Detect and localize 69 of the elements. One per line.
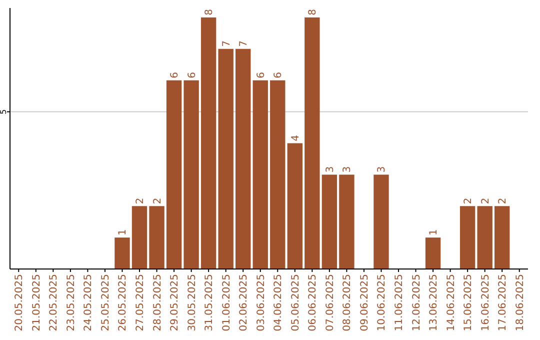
bar	[425, 238, 441, 269]
bar	[494, 206, 510, 269]
data-label: 3	[324, 166, 336, 173]
bar	[114, 238, 130, 269]
x-tick-label: 27.05.2025	[135, 274, 146, 332]
x-tick-label: 20.05.2025	[14, 274, 26, 332]
bar	[149, 206, 164, 269]
x-tick-label: 16.06.2025	[480, 274, 492, 332]
bar	[322, 174, 338, 269]
data-label: 6	[186, 72, 198, 78]
bar	[460, 206, 476, 269]
data-label: 3	[376, 166, 388, 173]
x-tick-label: 23.05.2025	[66, 274, 77, 332]
bar	[236, 48, 251, 269]
x-tick-label: 06.06.2025	[308, 274, 319, 332]
bar	[304, 17, 320, 269]
bar	[252, 80, 268, 269]
x-tick-label: 13.06.2025	[428, 274, 440, 332]
data-label: 2	[152, 198, 164, 204]
bar	[166, 80, 182, 269]
x-tick-label: 11.06.2025	[394, 274, 405, 332]
x-tick-label: 09.06.2025	[359, 274, 370, 332]
x-tick-label: 31.05.2025	[204, 274, 216, 332]
data-label: 2	[135, 198, 146, 204]
data-label: 3	[342, 166, 354, 173]
x-tick-label: 22.05.2025	[48, 274, 60, 332]
bar	[339, 174, 354, 269]
x-tick-label: 14.06.2025	[446, 274, 457, 332]
x-tick-label: 18.06.2025	[514, 274, 526, 332]
data-label: 7	[221, 40, 232, 47]
x-tick-label: 08.06.2025	[342, 274, 354, 332]
data-label: 4	[290, 134, 302, 142]
x-tick-label: 12.06.2025	[411, 274, 422, 332]
data-label: 2	[463, 198, 474, 204]
bar	[270, 80, 286, 269]
x-tick-label: 21.05.2025	[31, 274, 42, 332]
bar	[218, 48, 234, 269]
data-label: 1	[118, 229, 129, 236]
x-tick-label: 01.06.2025	[221, 274, 232, 332]
data-label: 6	[273, 72, 284, 78]
data-label: 2	[480, 198, 492, 204]
bar	[287, 143, 302, 269]
x-tick-label: 02.06.2025	[238, 274, 250, 332]
x-tick-label: 28.05.2025	[152, 274, 164, 332]
data-label: 2	[498, 198, 509, 204]
x-tick-label: 29.05.2025	[170, 274, 181, 332]
x-tick-label: 07.06.2025	[324, 274, 336, 332]
data-label: 8	[204, 9, 216, 16]
data-label: 8	[308, 9, 319, 16]
bar	[184, 80, 199, 269]
bar	[200, 17, 216, 269]
x-tick-label: 26.05.2025	[118, 274, 129, 332]
data-label: 7	[238, 40, 250, 47]
x-tick-label: 03.06.2025	[256, 274, 267, 332]
data-label: 6	[170, 72, 181, 78]
x-tick-label: 04.06.2025	[273, 274, 284, 332]
x-tick-label: 30.05.2025	[186, 274, 198, 332]
x-tick-label: 24.05.2025	[83, 274, 94, 332]
x-tick-label: 17.06.2025	[498, 274, 509, 332]
x-tick-label: 25.05.2025	[100, 274, 112, 332]
y-tick-label: 5	[0, 109, 8, 114]
x-tick-label: 15.06.2025	[463, 274, 474, 332]
bar	[132, 206, 148, 269]
x-tick-label: 05.06.2025	[290, 274, 302, 332]
data-label: 6	[256, 72, 267, 78]
x-tick-label: 10.06.2025	[376, 274, 388, 332]
bar	[477, 206, 492, 269]
data-label: 1	[428, 229, 440, 236]
bar	[374, 174, 389, 269]
